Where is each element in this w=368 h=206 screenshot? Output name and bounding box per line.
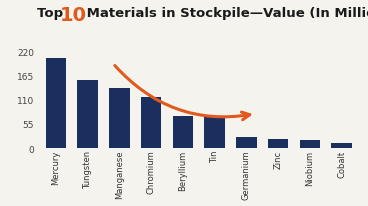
Text: Materials in Stockpile—Value (In Millions of USD): Materials in Stockpile—Value (In Million… (82, 7, 368, 20)
Bar (46, 59, 66, 148)
Bar (300, 140, 320, 148)
Text: 10: 10 (60, 6, 87, 25)
Bar (173, 116, 193, 148)
Bar (109, 89, 130, 148)
Text: Top: Top (37, 7, 68, 20)
Bar (77, 80, 98, 148)
Bar (141, 97, 162, 148)
Bar (331, 143, 352, 148)
Bar (204, 118, 225, 148)
Bar (236, 137, 256, 148)
Bar (268, 139, 289, 148)
